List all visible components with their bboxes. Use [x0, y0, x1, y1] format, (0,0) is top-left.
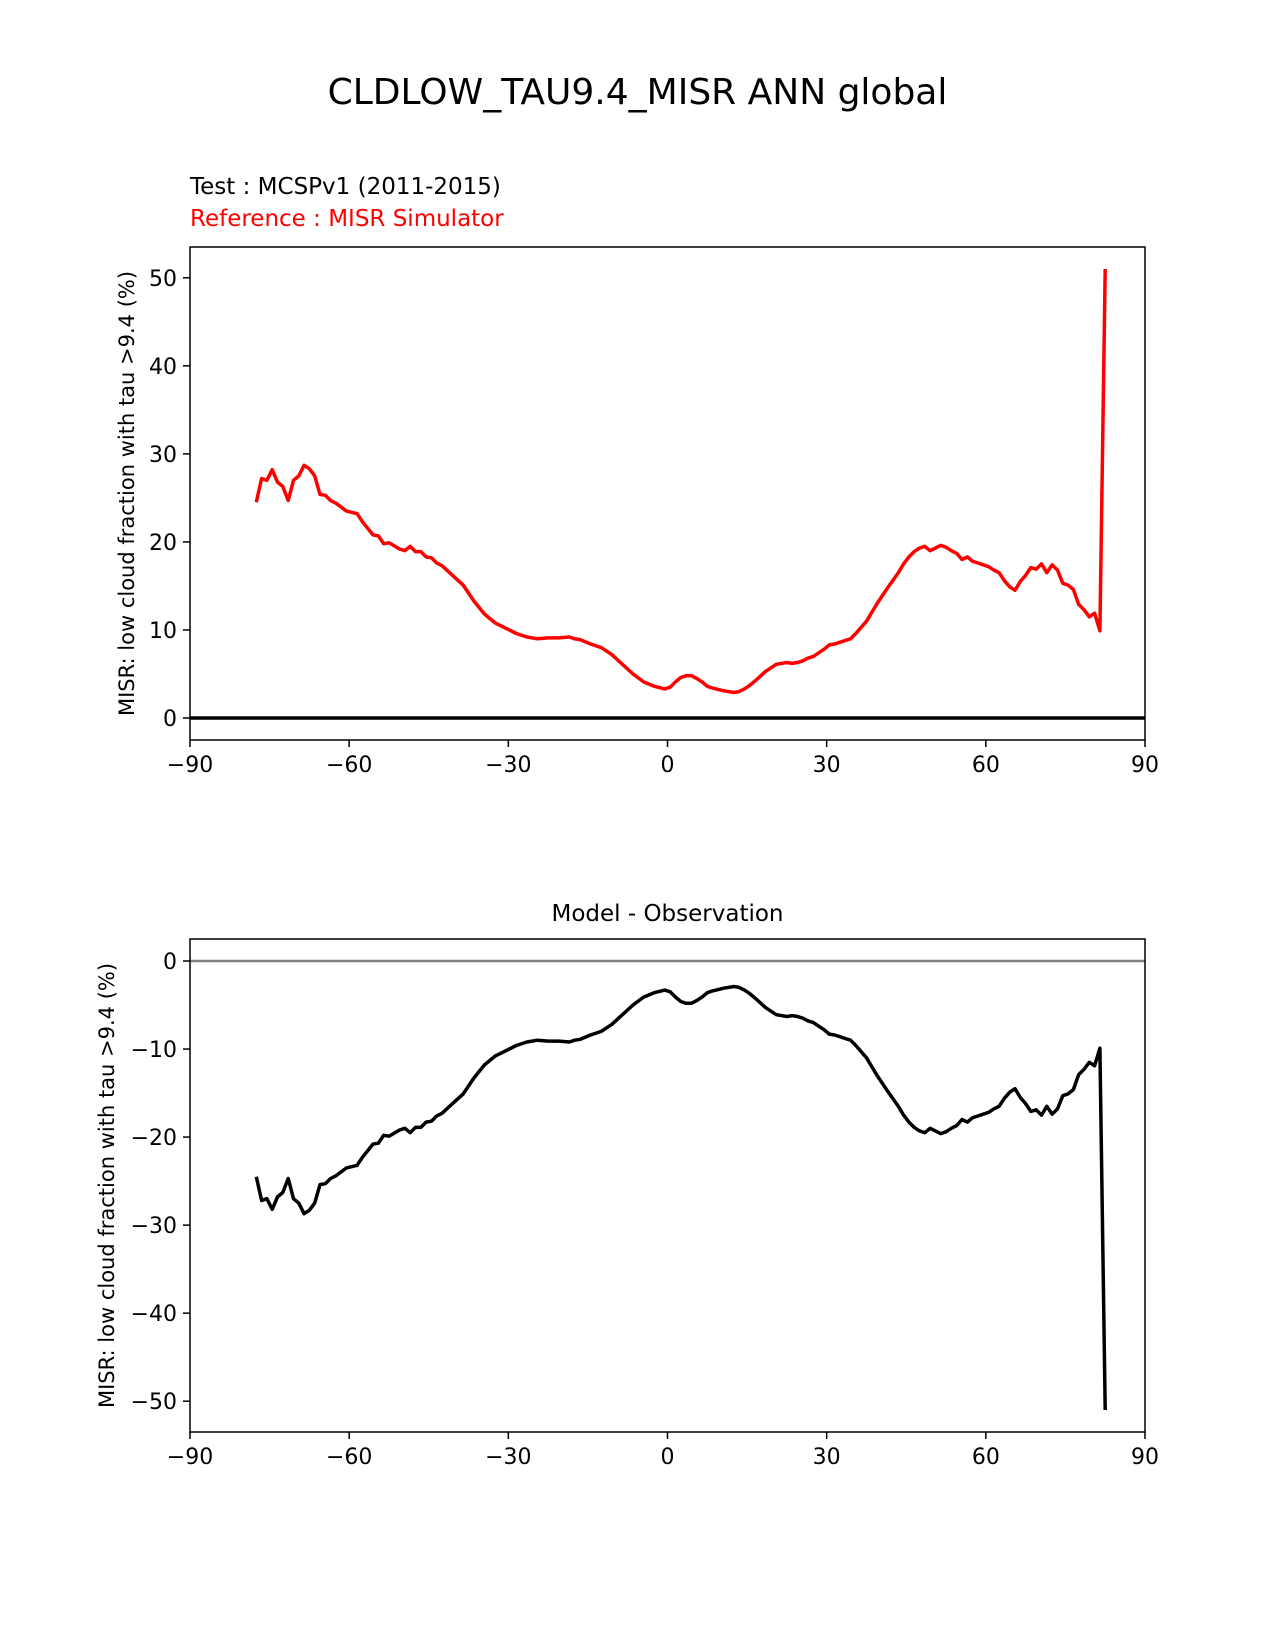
- x-tick-label: 90: [1131, 753, 1159, 778]
- x-tick-label: −90: [167, 1445, 213, 1470]
- test-label: Test : MCSPv1 (2011-2015): [190, 174, 501, 200]
- x-tick-label: −30: [485, 1445, 531, 1470]
- x-tick-label: 30: [813, 753, 841, 778]
- difference-panel-title: Model - Observation: [551, 901, 784, 927]
- y-tick-label: 30: [149, 443, 177, 468]
- x-tick-label: 0: [661, 1445, 675, 1470]
- x-tick-label: 60: [972, 1445, 1000, 1470]
- plot-frame: [189, 246, 1146, 741]
- y-tick-label: 0: [163, 707, 177, 732]
- panel-test-reference: −90 −60 −30 0 30 60 90 0 10 20 30 40 50 MISR: low clo…: [115, 246, 1159, 778]
- series-line-0: [254, 984, 1107, 1411]
- y-tick-label: 40: [149, 355, 177, 380]
- y-axis-label: MISR: low cloud fraction with tau >9.4 (…: [115, 271, 139, 716]
- y-tick-label: −30: [131, 1214, 177, 1239]
- panel-difference: −90 −60 −30 0 30 60 90 0 −10 −20 −30 −40 −50 MISR: lo…: [95, 938, 1159, 1470]
- x-tick-label: 30: [813, 1445, 841, 1470]
- y-tick-label: −50: [131, 1390, 177, 1415]
- series-line-0: [254, 268, 1107, 695]
- y-tick-label: −10: [131, 1038, 177, 1063]
- x-tick-label: −60: [326, 1445, 372, 1470]
- y-axis-label: MISR: low cloud fraction with tau >9.4 (…: [95, 963, 119, 1408]
- y-tick-label: 10: [149, 619, 177, 644]
- x-tick-label: −90: [167, 753, 213, 778]
- reference-label: Reference : MISR Simulator: [190, 206, 504, 232]
- y-tick-label: −20: [131, 1126, 177, 1151]
- x-tick-label: 60: [972, 753, 1000, 778]
- x-tick-label: −60: [326, 753, 372, 778]
- x-tick-label: −30: [485, 753, 531, 778]
- y-tick-label: 20: [149, 531, 177, 556]
- plot-frame: [189, 938, 1146, 1433]
- y-tick-label: 50: [149, 267, 177, 292]
- y-tick-label: −40: [131, 1302, 177, 1327]
- x-tick-label: 0: [661, 753, 675, 778]
- y-tick-label: 0: [163, 950, 177, 975]
- x-tick-label: 90: [1131, 1445, 1159, 1470]
- figure-title: CLDLOW_TAU9.4_MISR ANN global: [327, 72, 948, 113]
